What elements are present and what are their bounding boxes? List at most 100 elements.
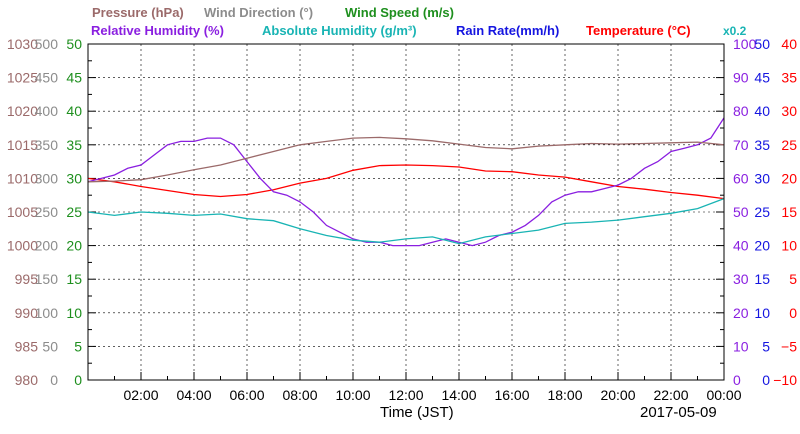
y-tick-label-wind-speed: 35 (66, 137, 82, 153)
legend-absolute-humidity: Absolute Humidity (g/m³) (262, 23, 417, 38)
y-tick-label-pressure: 1005 (7, 204, 38, 220)
y-tick-label-relative-humidity: 20 (733, 305, 749, 321)
legend-wind-speed: Wind Speed (m/s) (345, 5, 454, 20)
y-tick-label-relative-humidity: 40 (733, 238, 749, 254)
y-tick-label-wind-direction: 150 (35, 271, 59, 287)
y-tick-label-temperature: −5 (781, 338, 797, 354)
plot-frame (87, 43, 725, 381)
x-tick-label: 22:00 (653, 387, 688, 403)
y-tick-label-temperature: 15 (781, 204, 797, 220)
y-tick-label-relative-humidity: 0 (733, 372, 741, 388)
y-tick-label-pressure: 1015 (7, 137, 38, 153)
y-tick-label-wind-speed: 10 (66, 305, 82, 321)
x-tick-label: 20:00 (600, 387, 635, 403)
legend-wind-direction: Wind Direction (°) (204, 5, 313, 20)
y-tick-label-rain-rate: 30 (754, 170, 770, 186)
y-tick-label-wind-speed: 25 (66, 204, 82, 220)
y-tick-label-relative-humidity: 80 (733, 103, 749, 119)
left-axes: 9809859909951000100510101015102010251030… (7, 36, 724, 388)
y-tick-label-relative-humidity: 10 (733, 338, 749, 354)
y-tick-label-relative-humidity: 30 (733, 271, 749, 287)
series-relative-humidity-line (87, 117, 725, 247)
y-tick-label-rain-rate: 5 (762, 338, 770, 354)
y-tick-label-rain-rate: 45 (754, 70, 770, 86)
x-tick-label: 12:00 (388, 387, 423, 403)
y-tick-label-temperature: 20 (781, 170, 797, 186)
y-tick-label-temperature: −10 (773, 372, 797, 388)
x-tick-label: 16:00 (494, 387, 529, 403)
y-tick-label-wind-direction: 300 (35, 170, 59, 186)
y-tick-label-relative-humidity: 60 (733, 170, 749, 186)
y-tick-label-temperature: 40 (781, 36, 797, 52)
x-tick-label: 14:00 (441, 387, 476, 403)
y-tick-label-rain-rate: 25 (754, 204, 770, 220)
x-tick-label: 06:00 (229, 387, 264, 403)
legend: Pressure (hPa) Wind Direction (°) Wind S… (91, 5, 747, 38)
grid (88, 44, 724, 380)
y-tick-label-wind-direction: 0 (50, 372, 58, 388)
legend-pressure: Pressure (hPa) (92, 5, 184, 20)
x-axis: 02:00 04:00 06:00 08:00 10:00 12:00 14:00 16:00… (87, 372, 742, 403)
y-tick-label-rain-rate: 35 (754, 137, 770, 153)
x-tick-label: 04:00 (176, 387, 211, 403)
y-tick-label-wind-speed: 45 (66, 70, 82, 86)
y-tick-label-wind-direction: 50 (42, 338, 58, 354)
x-tick-label: 18:00 (547, 387, 582, 403)
y-tick-label-rain-rate: 20 (754, 238, 770, 254)
y-tick-label-wind-speed: 50 (66, 36, 82, 52)
legend-relative-humidity: Relative Humidity (%) (91, 23, 224, 38)
date-label: 2017-05-09 (640, 404, 717, 421)
series-wind-speed-line (87, 197, 725, 245)
x-tick-label: 10:00 (335, 387, 370, 403)
y-tick-label-pressure: 980 (15, 372, 39, 388)
y-tick-label-temperature: 35 (781, 70, 797, 86)
y-tick-label-pressure: 1020 (7, 103, 38, 119)
y-tick-label-relative-humidity: 90 (733, 70, 749, 86)
y-tick-label-pressure: 1025 (7, 70, 38, 86)
y-tick-label-wind-direction: 200 (35, 238, 59, 254)
y-tick-label-temperature: 5 (789, 271, 797, 287)
x-tick-label: 00:00 (706, 387, 741, 403)
y-tick-label-pressure: 1000 (7, 238, 38, 254)
y-tick-label-relative-humidity: 50 (733, 204, 749, 220)
y-tick-label-rain-rate: 0 (762, 372, 770, 388)
rain-multiplier-label: x0.2 (723, 24, 747, 38)
y-tick-label-wind-direction: 250 (35, 204, 59, 220)
x-tick-label: 08:00 (282, 387, 317, 403)
y-tick-label-pressure: 990 (15, 305, 39, 321)
y-tick-label-wind-speed: 40 (66, 103, 82, 119)
y-tick-label-wind-speed: 20 (66, 238, 82, 254)
y-tick-label-wind-direction: 450 (35, 70, 59, 86)
y-tick-label-relative-humidity: 70 (733, 137, 749, 153)
series-pressure-line (87, 136, 725, 183)
y-tick-label-relative-humidity: 100 (733, 36, 757, 52)
y-tick-label-temperature: 0 (789, 305, 797, 321)
legend-rain-rate: Rain Rate(mm/h) (456, 23, 559, 38)
y-tick-label-wind-direction: 100 (35, 305, 59, 321)
y-tick-label-pressure: 985 (15, 338, 39, 354)
y-tick-label-wind-speed: 5 (74, 338, 82, 354)
y-tick-label-wind-speed: 30 (66, 170, 82, 186)
y-tick-label-rain-rate: 40 (754, 103, 770, 119)
y-tick-label-rain-rate: 15 (754, 271, 770, 287)
x-tick-label: 02:00 (123, 387, 158, 403)
legend-temperature: Temperature (°C) (586, 23, 691, 38)
y-tick-label-pressure: 1030 (7, 36, 38, 52)
right-axes: 0102030405060708090100051015202530354045… (733, 36, 797, 388)
y-tick-label-temperature: 25 (781, 137, 797, 153)
y-tick-label-pressure: 995 (15, 271, 39, 287)
y-tick-label-wind-speed: 15 (66, 271, 82, 287)
series-temperature-line (87, 164, 725, 200)
series-lines (87, 117, 725, 247)
y-tick-label-temperature: 10 (781, 238, 797, 254)
y-tick-label-wind-direction: 400 (35, 103, 59, 119)
y-tick-label-wind-direction: 350 (35, 137, 59, 153)
y-tick-label-rain-rate: 50 (754, 36, 770, 52)
y-tick-label-pressure: 1010 (7, 170, 38, 186)
x-axis-title: Time (JST) (380, 404, 454, 421)
y-tick-label-wind-speed: 0 (74, 372, 82, 388)
y-tick-label-wind-direction: 500 (35, 36, 59, 52)
y-tick-label-rain-rate: 10 (754, 305, 770, 321)
y-tick-label-temperature: 30 (781, 103, 797, 119)
